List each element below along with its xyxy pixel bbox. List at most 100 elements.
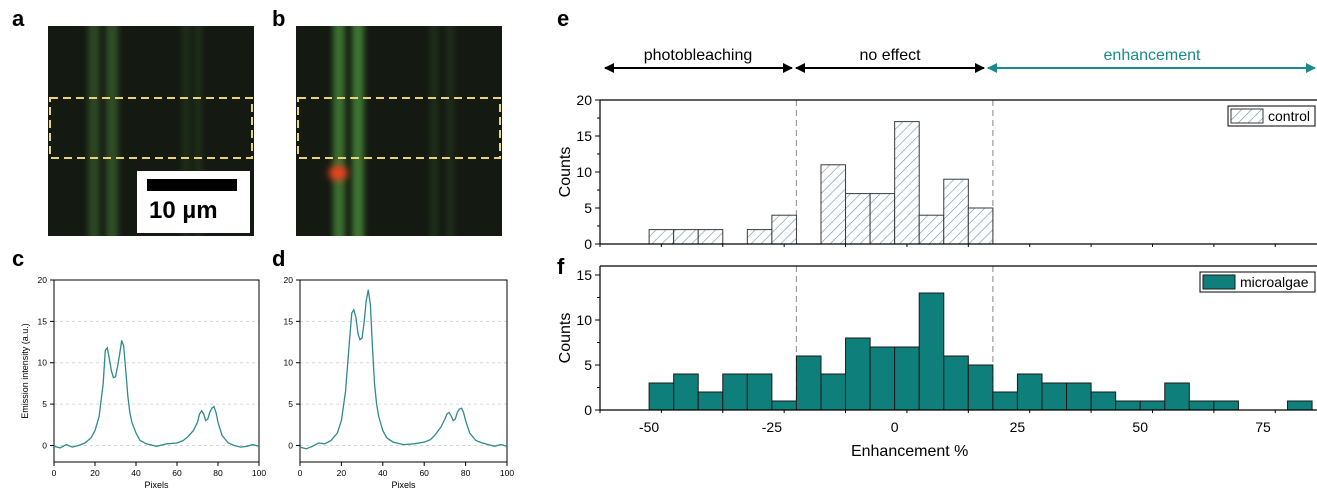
histogram-bar [967, 207, 994, 245]
histogram-bar [1041, 382, 1068, 411]
histogram-bar [673, 229, 699, 245]
histogram-bar [845, 193, 871, 245]
photobleaching-label: photobleaching [644, 47, 753, 64]
histogram-bar [1090, 391, 1117, 411]
x-tick-label: 60 [419, 468, 429, 478]
microalga-spot [329, 166, 347, 180]
histogram-bar [1139, 400, 1166, 411]
y-tick-label: 15 [576, 267, 592, 283]
histogram-bar [722, 373, 748, 411]
histogram-bar [869, 193, 896, 245]
x-tick-label: 0 [891, 419, 899, 435]
histogram-bar [967, 364, 994, 411]
histogram-bar [1115, 400, 1141, 411]
profile-line [299, 289, 508, 450]
x-tick-label: 40 [131, 468, 141, 478]
histogram-bar [894, 346, 920, 411]
x-axis-label: Pixels [391, 480, 416, 489]
histogram-bar [943, 355, 969, 411]
y-tick-label: 10 [576, 312, 592, 328]
profile-chart-c: 0 5 10 15 20 0 20 40 60 80 100 Pixels Emission inten… [20, 275, 266, 489]
y-tick-label: 10 [38, 358, 48, 368]
x-tick-label: 75 [1255, 419, 1271, 435]
histogram-bar [992, 391, 1018, 411]
legend-label: microalgae [1240, 274, 1309, 290]
x-tick-label: -50 [639, 419, 659, 435]
histogram-bar [1287, 400, 1313, 411]
histogram-bar [795, 355, 822, 411]
x-tick-label: 20 [337, 468, 347, 478]
y-tick-label: 5 [584, 357, 592, 373]
roi-box [297, 97, 501, 159]
y-tick-label: 20 [576, 92, 592, 108]
x-tick-label: 40 [378, 468, 388, 478]
histogram-bar [1066, 382, 1092, 411]
histogram-bar [746, 373, 773, 411]
panel-label-a: a [12, 6, 25, 31]
histogram-bar [869, 346, 896, 411]
histogram-bar [1016, 373, 1043, 411]
histogram-bar [918, 214, 945, 245]
no-effect-label: no effect [859, 47, 921, 64]
histogram-bar [746, 229, 773, 245]
histogram-bar [697, 229, 724, 245]
legend-label: control [1268, 108, 1310, 124]
histogram-bar [894, 121, 920, 245]
panel-label-c: c [12, 246, 25, 271]
histogram-bar [648, 382, 675, 411]
legend-swatch [1202, 274, 1236, 290]
x-axis-label: Pixels [144, 480, 169, 489]
plot-frame [53, 279, 260, 463]
x-tick-label: 60 [172, 468, 182, 478]
x-axis-label: Enhancement % [851, 443, 968, 460]
y-tick-label: 15 [38, 316, 48, 326]
region-arrows: photobleaching no effect enhancement [604, 47, 1316, 73]
x-tick-label: 0 [52, 468, 57, 478]
scale-bar: 10 µm [137, 171, 250, 233]
histogram-bar [673, 373, 699, 411]
x-tick-label: 100 [252, 468, 266, 478]
panel-label-d: d [272, 246, 286, 271]
histogram-bar [771, 400, 797, 411]
panel-label-e: e [557, 6, 570, 31]
x-tick-label: 0 [298, 468, 303, 478]
x-tick-label: 100 [500, 468, 514, 478]
scale-bar-label: 10 µm [149, 197, 218, 224]
plot-frame [299, 279, 508, 463]
y-tick-label: 5 [42, 399, 47, 409]
y-tick-label: 5 [288, 399, 293, 409]
y-tick-label: 20 [38, 275, 48, 285]
legend: control [1227, 105, 1316, 127]
y-tick-label: 15 [284, 316, 294, 326]
x-tick-label: 50 [1132, 419, 1148, 435]
histogram-bar [1213, 400, 1239, 411]
profile-chart-d: 0 5 10 15 20 0 20 40 60 80 100 Pixels [284, 275, 515, 489]
histogram-bar [820, 373, 847, 411]
histogram-microalgae: 0 5 10 15 -50 -25 0 25 50 75 Enhancement % Counts mi… [557, 265, 1317, 460]
x-tick-label: 80 [461, 468, 471, 478]
legend-swatch [1230, 108, 1264, 124]
x-tick-label: 25 [1010, 419, 1026, 435]
x-tick-label: 80 [213, 468, 223, 478]
x-tick-label: 20 [90, 468, 100, 478]
legend: microalgae [1199, 271, 1316, 293]
y-tick-label: 0 [584, 402, 592, 418]
y-tick-label: 0 [288, 440, 293, 450]
y-tick-label: 10 [284, 358, 294, 368]
histogram-bar [845, 337, 871, 411]
roi-box [49, 97, 253, 159]
histogram-bar [820, 164, 847, 245]
micrograph-b [296, 26, 502, 236]
histogram-control: 0 5 10 15 20 Counts control [557, 92, 1317, 252]
enhancement-label: enhancement [1104, 47, 1202, 64]
x-tick-label: -25 [762, 419, 782, 435]
y-axis-label: Counts [557, 147, 574, 198]
histogram-bar [1188, 400, 1215, 411]
scale-bar-line [147, 179, 237, 191]
histogram-bar [943, 178, 969, 245]
y-tick-label: 20 [284, 275, 294, 285]
y-tick-label: 0 [584, 236, 592, 252]
panel-label-b: b [272, 6, 286, 31]
y-axis-label: Emission intensity (a.u.) [20, 323, 30, 419]
histogram-bar [1164, 382, 1190, 411]
